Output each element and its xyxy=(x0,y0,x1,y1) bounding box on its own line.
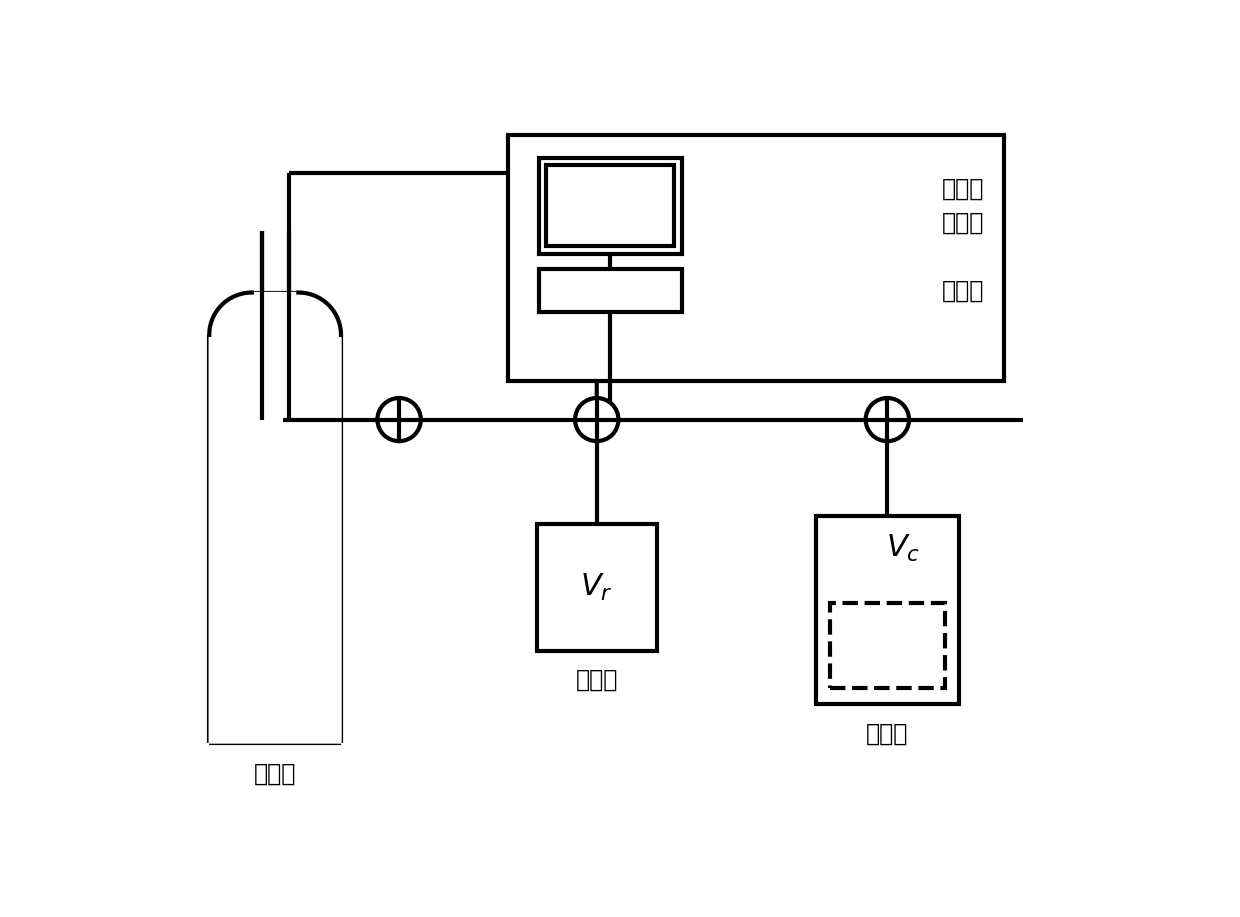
Bar xyxy=(816,516,959,704)
Text: 样品室: 样品室 xyxy=(867,722,909,746)
Text: 参比室: 参比室 xyxy=(575,668,618,691)
Circle shape xyxy=(866,398,909,441)
Text: $V_g$: $V_g$ xyxy=(864,630,894,660)
Bar xyxy=(547,165,675,247)
Text: 氮气瓶: 氮气瓶 xyxy=(254,762,296,786)
Text: 传感器: 传感器 xyxy=(942,279,985,303)
Bar xyxy=(537,524,657,650)
Bar xyxy=(538,158,682,254)
Bar xyxy=(830,602,945,688)
Text: 数字式
压力表: 数字式 压力表 xyxy=(942,177,985,235)
Text: $V_r$: $V_r$ xyxy=(580,571,613,602)
Bar xyxy=(507,135,1003,381)
Circle shape xyxy=(575,398,619,441)
Bar xyxy=(538,270,682,312)
Circle shape xyxy=(377,398,420,441)
Text: xxxx: xxxx xyxy=(587,197,634,215)
Text: $V_c$: $V_c$ xyxy=(885,533,920,564)
Polygon shape xyxy=(210,293,341,743)
